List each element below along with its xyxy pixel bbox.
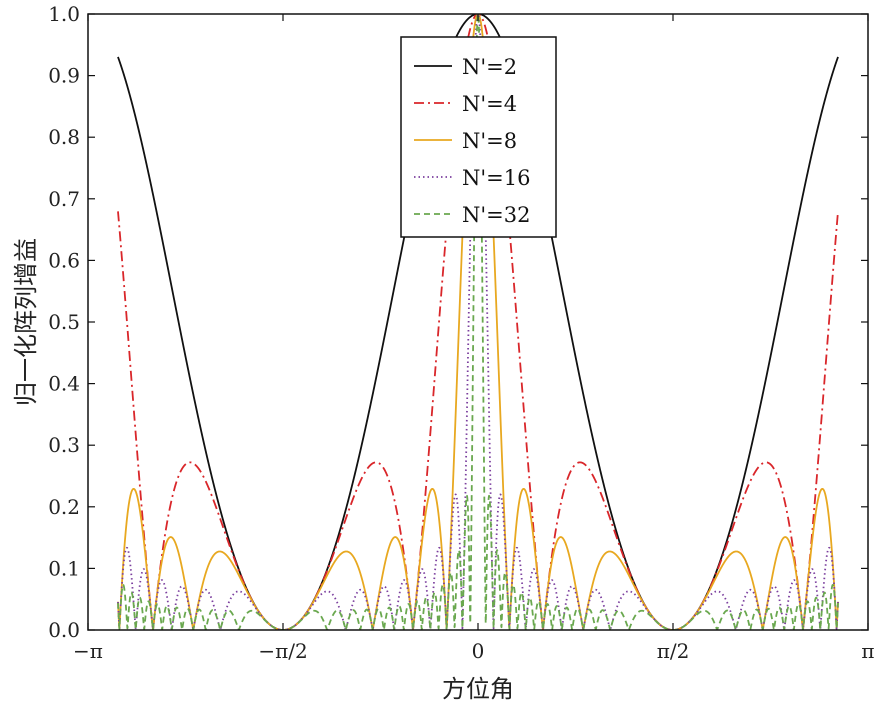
y-tick-label: 0.6 [48,248,80,272]
x-tick-label: −π [73,639,103,663]
series-layer [117,14,839,630]
ticks-layer [87,13,869,631]
y-axis-title: 归一化阵列增益 [12,238,40,406]
legend-label-n2: N'=2 [462,55,517,79]
y-tick-label: 0.5 [48,310,80,334]
x-tick-label: π/2 [657,639,690,663]
legend-box [400,36,557,238]
legend: N'=2 N'=4 N'=8 N'=16 N'=32 [400,36,557,238]
x-tick-label: 0 [472,639,485,663]
tick-labels-layer: −π −π/2 0 π/2 π 0.0 0.1 0.2 0.3 0.4 0.5 0.6 0.7 0.8 0.… [48,2,874,663]
y-tick-label: 0.8 [48,125,80,149]
series-line-n32 [117,14,839,630]
legend-label-n32: N'=32 [462,203,530,227]
y-tick-label: 1.0 [48,2,80,26]
x-tick-label: −π/2 [258,639,307,663]
y-tick-label: 0.9 [48,64,80,88]
y-tick-label: 0.3 [48,433,80,457]
y-tick-label: 0.1 [48,556,80,580]
legend-label-n16: N'=16 [462,166,530,190]
series-line-n8 [117,14,839,630]
y-tick-label: 0.2 [48,495,80,519]
x-axis-title: 方位角 [442,675,514,703]
series-line-n4 [117,14,839,630]
x-tick-label: π [861,639,874,663]
y-tick-label: 0.0 [48,618,80,642]
legend-label-n4: N'=4 [462,92,517,116]
y-tick-label: 0.7 [48,187,80,211]
y-tick-label: 0.4 [48,372,80,396]
legend-label-n8: N'=8 [462,129,517,153]
